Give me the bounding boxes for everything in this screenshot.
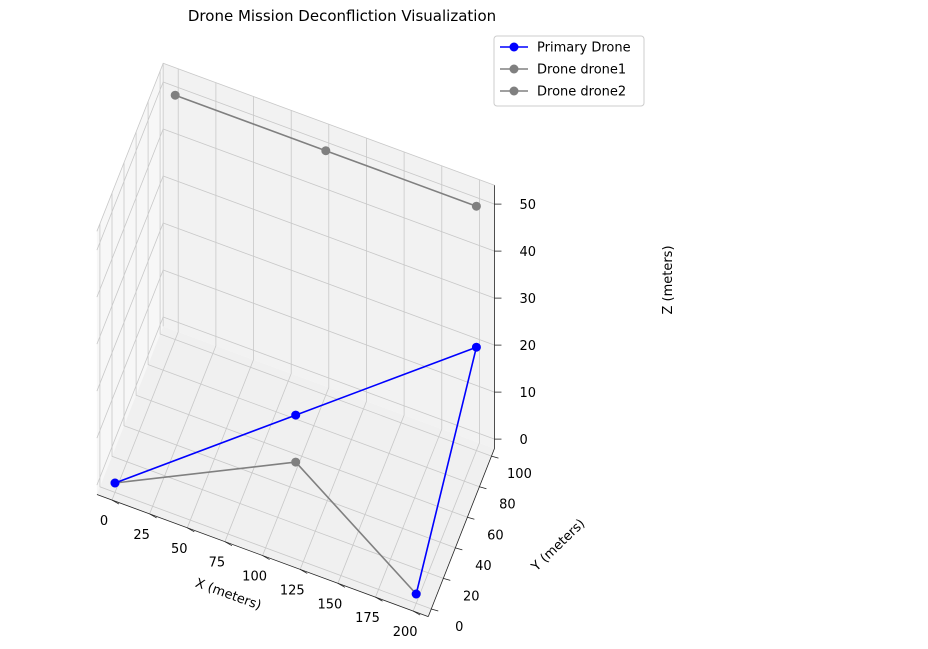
x-tick bbox=[300, 569, 308, 574]
x-tick bbox=[375, 596, 383, 602]
legend-label: Primary Drone bbox=[537, 41, 631, 56]
y-tick-label: 40 bbox=[475, 559, 492, 574]
gridline-x bbox=[262, 124, 330, 556]
z-axis-label: Z (meters) bbox=[661, 245, 676, 314]
gridline-y bbox=[99, 223, 432, 610]
legend-label: Drone drone2 bbox=[537, 85, 626, 100]
z-tick-label: 0 bbox=[519, 433, 527, 448]
y-tick bbox=[491, 455, 499, 459]
gridline-z bbox=[96, 269, 495, 439]
legend-marker bbox=[509, 42, 519, 52]
gridline-x bbox=[149, 82, 217, 515]
gridline-x bbox=[337, 152, 405, 584]
y-tick bbox=[443, 578, 451, 581]
series-marker bbox=[471, 342, 481, 352]
z-tick-label: 30 bbox=[519, 292, 536, 307]
x-tick-label: 150 bbox=[317, 597, 342, 612]
series-marker bbox=[291, 457, 301, 467]
gridline-x bbox=[375, 165, 443, 598]
x-tick bbox=[224, 541, 233, 547]
z-tick-label: 40 bbox=[519, 245, 536, 260]
y-tick bbox=[455, 547, 463, 551]
series-marker bbox=[471, 201, 481, 211]
x-tick-label: 0 bbox=[100, 514, 108, 529]
y-axis-label: Y (meters) bbox=[528, 516, 588, 575]
legend-marker bbox=[509, 86, 519, 96]
legend: Primary Drone Drone drone1 Drone drone2 bbox=[493, 35, 645, 107]
y-tick bbox=[431, 608, 439, 612]
plot-area: 0 25 50 75 100 125 150 175 200 0 20 40 60 80 100 0 10 20 3… bbox=[96, 62, 676, 640]
y-tick-label: 80 bbox=[499, 498, 516, 513]
x-tick-label: 175 bbox=[355, 611, 380, 626]
x-tick bbox=[111, 499, 120, 505]
gridline-y bbox=[111, 193, 444, 579]
gridline-y bbox=[159, 70, 492, 457]
gridline-z bbox=[96, 222, 495, 392]
gridline-z bbox=[96, 128, 495, 298]
gridline-z bbox=[96, 81, 495, 251]
gridline-y bbox=[135, 132, 468, 518]
legend-marker bbox=[509, 64, 519, 74]
y-tick-label: 60 bbox=[487, 528, 504, 543]
pane-edge-top bbox=[96, 62, 495, 232]
x-tick-label: 125 bbox=[280, 583, 305, 598]
gridline-z bbox=[96, 175, 495, 345]
y-tick-label: 0 bbox=[455, 620, 463, 635]
series-marker bbox=[170, 90, 180, 100]
gridline-z bbox=[96, 316, 495, 486]
legend-label: Drone drone1 bbox=[537, 63, 626, 78]
legend-frame bbox=[493, 35, 645, 107]
series-marker bbox=[411, 589, 421, 599]
chart-title: Drone Mission Deconfliction Visualizatio… bbox=[188, 7, 496, 25]
series-marker bbox=[291, 410, 301, 420]
y-axis-line bbox=[427, 448, 495, 617]
x-tick bbox=[412, 610, 421, 616]
gridline-x bbox=[111, 68, 179, 501]
z-tick-label: 20 bbox=[519, 339, 536, 354]
z-tick-label: 10 bbox=[519, 386, 536, 401]
x-tick-label: 200 bbox=[393, 625, 418, 640]
series-marker bbox=[110, 478, 120, 488]
gridline-y bbox=[147, 101, 480, 488]
y-tick bbox=[479, 486, 487, 490]
y-tick-label: 100 bbox=[507, 467, 532, 482]
z-tick-label: 50 bbox=[519, 198, 536, 213]
y-tick-label: 20 bbox=[463, 589, 480, 604]
series-marker bbox=[321, 146, 331, 156]
x-tick bbox=[187, 527, 195, 533]
y-tick bbox=[467, 516, 475, 520]
x-tick bbox=[262, 555, 270, 560]
gridline-x bbox=[224, 110, 292, 542]
gridline-x bbox=[299, 138, 367, 570]
x-tick-label: 50 bbox=[171, 542, 188, 557]
gridline-y bbox=[123, 162, 456, 549]
series-line bbox=[114, 346, 478, 595]
x-tick bbox=[337, 582, 346, 588]
gridline-x bbox=[412, 179, 480, 612]
x-tick-label: 25 bbox=[133, 528, 150, 543]
x-tick-label: 75 bbox=[209, 556, 226, 571]
x-tick-label: 100 bbox=[242, 570, 267, 585]
x-tick bbox=[149, 513, 157, 519]
